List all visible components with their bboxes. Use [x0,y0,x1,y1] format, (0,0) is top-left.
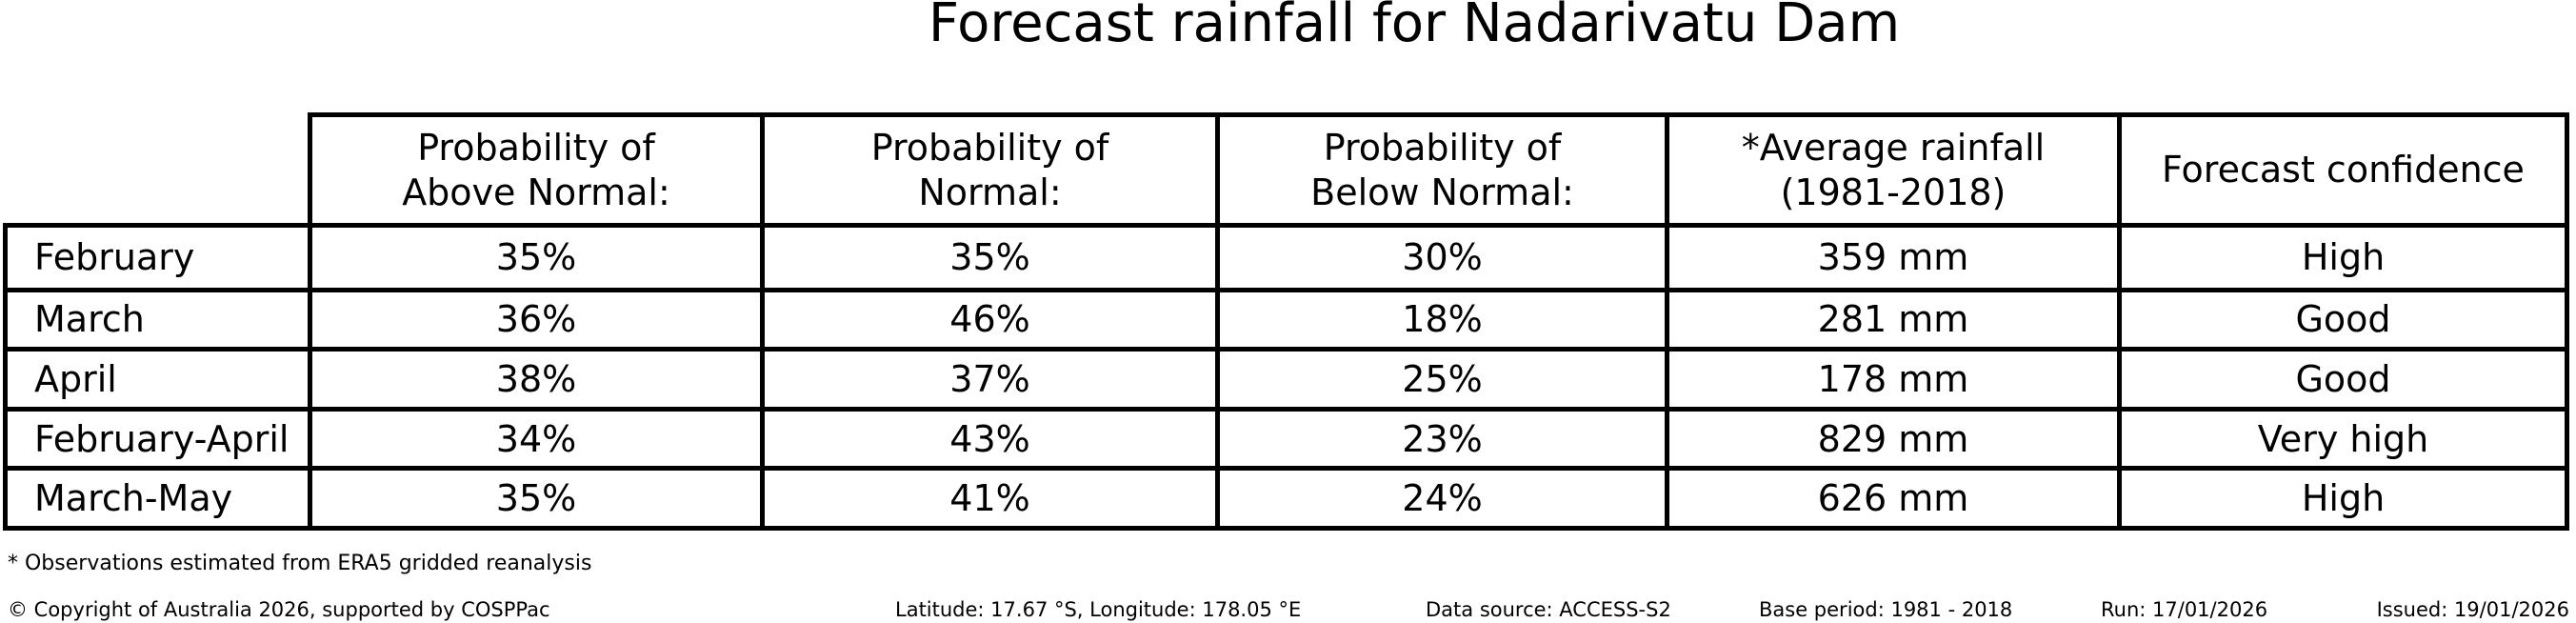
cell-april-confidence: Good [2117,347,2565,407]
cell-march-may-prob-above: 35% [308,466,760,526]
cell-april-prob-normal: 37% [760,347,1215,407]
copyright-text: © Copyright of Australia 2026, supported… [8,598,550,621]
observations-footnote: * Observations estimated from ERA5 gridd… [8,552,592,575]
cell-march-prob-below: 18% [1215,287,1665,348]
row-label-march: March [8,287,308,348]
cell-february-prob-above: 35% [308,228,760,288]
run-date-text: Run: 17/01/2026 [2101,598,2268,621]
cell-february-april-prob-above: 34% [308,406,760,467]
cell-february-april-prob-below: 23% [1215,406,1665,467]
cell-march-may-prob-normal: 41% [760,466,1215,526]
cell-march-prob-normal: 46% [760,287,1215,348]
data-source-text: Data source: ACCESS-S2 [1426,598,1671,621]
cell-march-avg-rainfall: 281 mm [1665,287,2117,348]
header-cell-prob-above-normal: Probability of Above Normal: [402,126,670,213]
cell-february-april-avg-rainfall: 829 mm [1665,406,2117,467]
lat-long-text: Latitude: 17.67 °S, Longitude: 178.05 °E [895,598,1302,621]
cell-february-april-confidence: Very high [2117,406,2565,467]
cell-march-may-prob-below: 24% [1215,466,1665,526]
cell-april-prob-below: 25% [1215,347,1665,407]
cell-march-may-confidence: High [2117,466,2565,526]
issued-date-text: Issued: 19/01/2026 [2376,598,2569,621]
cell-february-prob-below: 30% [1215,228,1665,288]
header-cell-average-rainfall: *Average rainfall (1981-2018) [1665,117,2117,223]
header-cell-forecast-confidence: Forecast confidence [2117,117,2565,223]
forecast-table-header-row: Probability of Above Normal: Probability… [308,112,2569,228]
cell-april-prob-above: 38% [308,347,760,407]
row-label-march-may: March-May [8,466,308,526]
forecast-table-body: February 35% 35% 30% 359 mm High March 3… [3,223,2569,531]
cell-february-april-prob-normal: 43% [760,406,1215,467]
row-label-february: February [34,236,195,279]
page-title: Forecast rainfall for Nadarivatu Dam [928,0,1901,54]
header-cell-prob-below-normal: Probability of Below Normal: [1215,117,1665,223]
cell-february-avg-rainfall: 359 mm [1665,228,2117,288]
row-label-april: April [8,347,308,407]
cell-march-confidence: Good [2117,287,2565,348]
cell-february-confidence: High [2117,228,2565,288]
cell-april-avg-rainfall: 178 mm [1665,347,2117,407]
base-period-text: Base period: 1981 - 2018 [1759,598,2013,621]
cell-february-prob-normal: 35% [760,228,1215,288]
header-cell-prob-normal: Probability of Normal: [760,117,1215,223]
cell-march-may-avg-rainfall: 626 mm [1665,466,2117,526]
cell-march-prob-above: 36% [308,287,760,348]
row-label-february-april: February-April [8,406,308,467]
